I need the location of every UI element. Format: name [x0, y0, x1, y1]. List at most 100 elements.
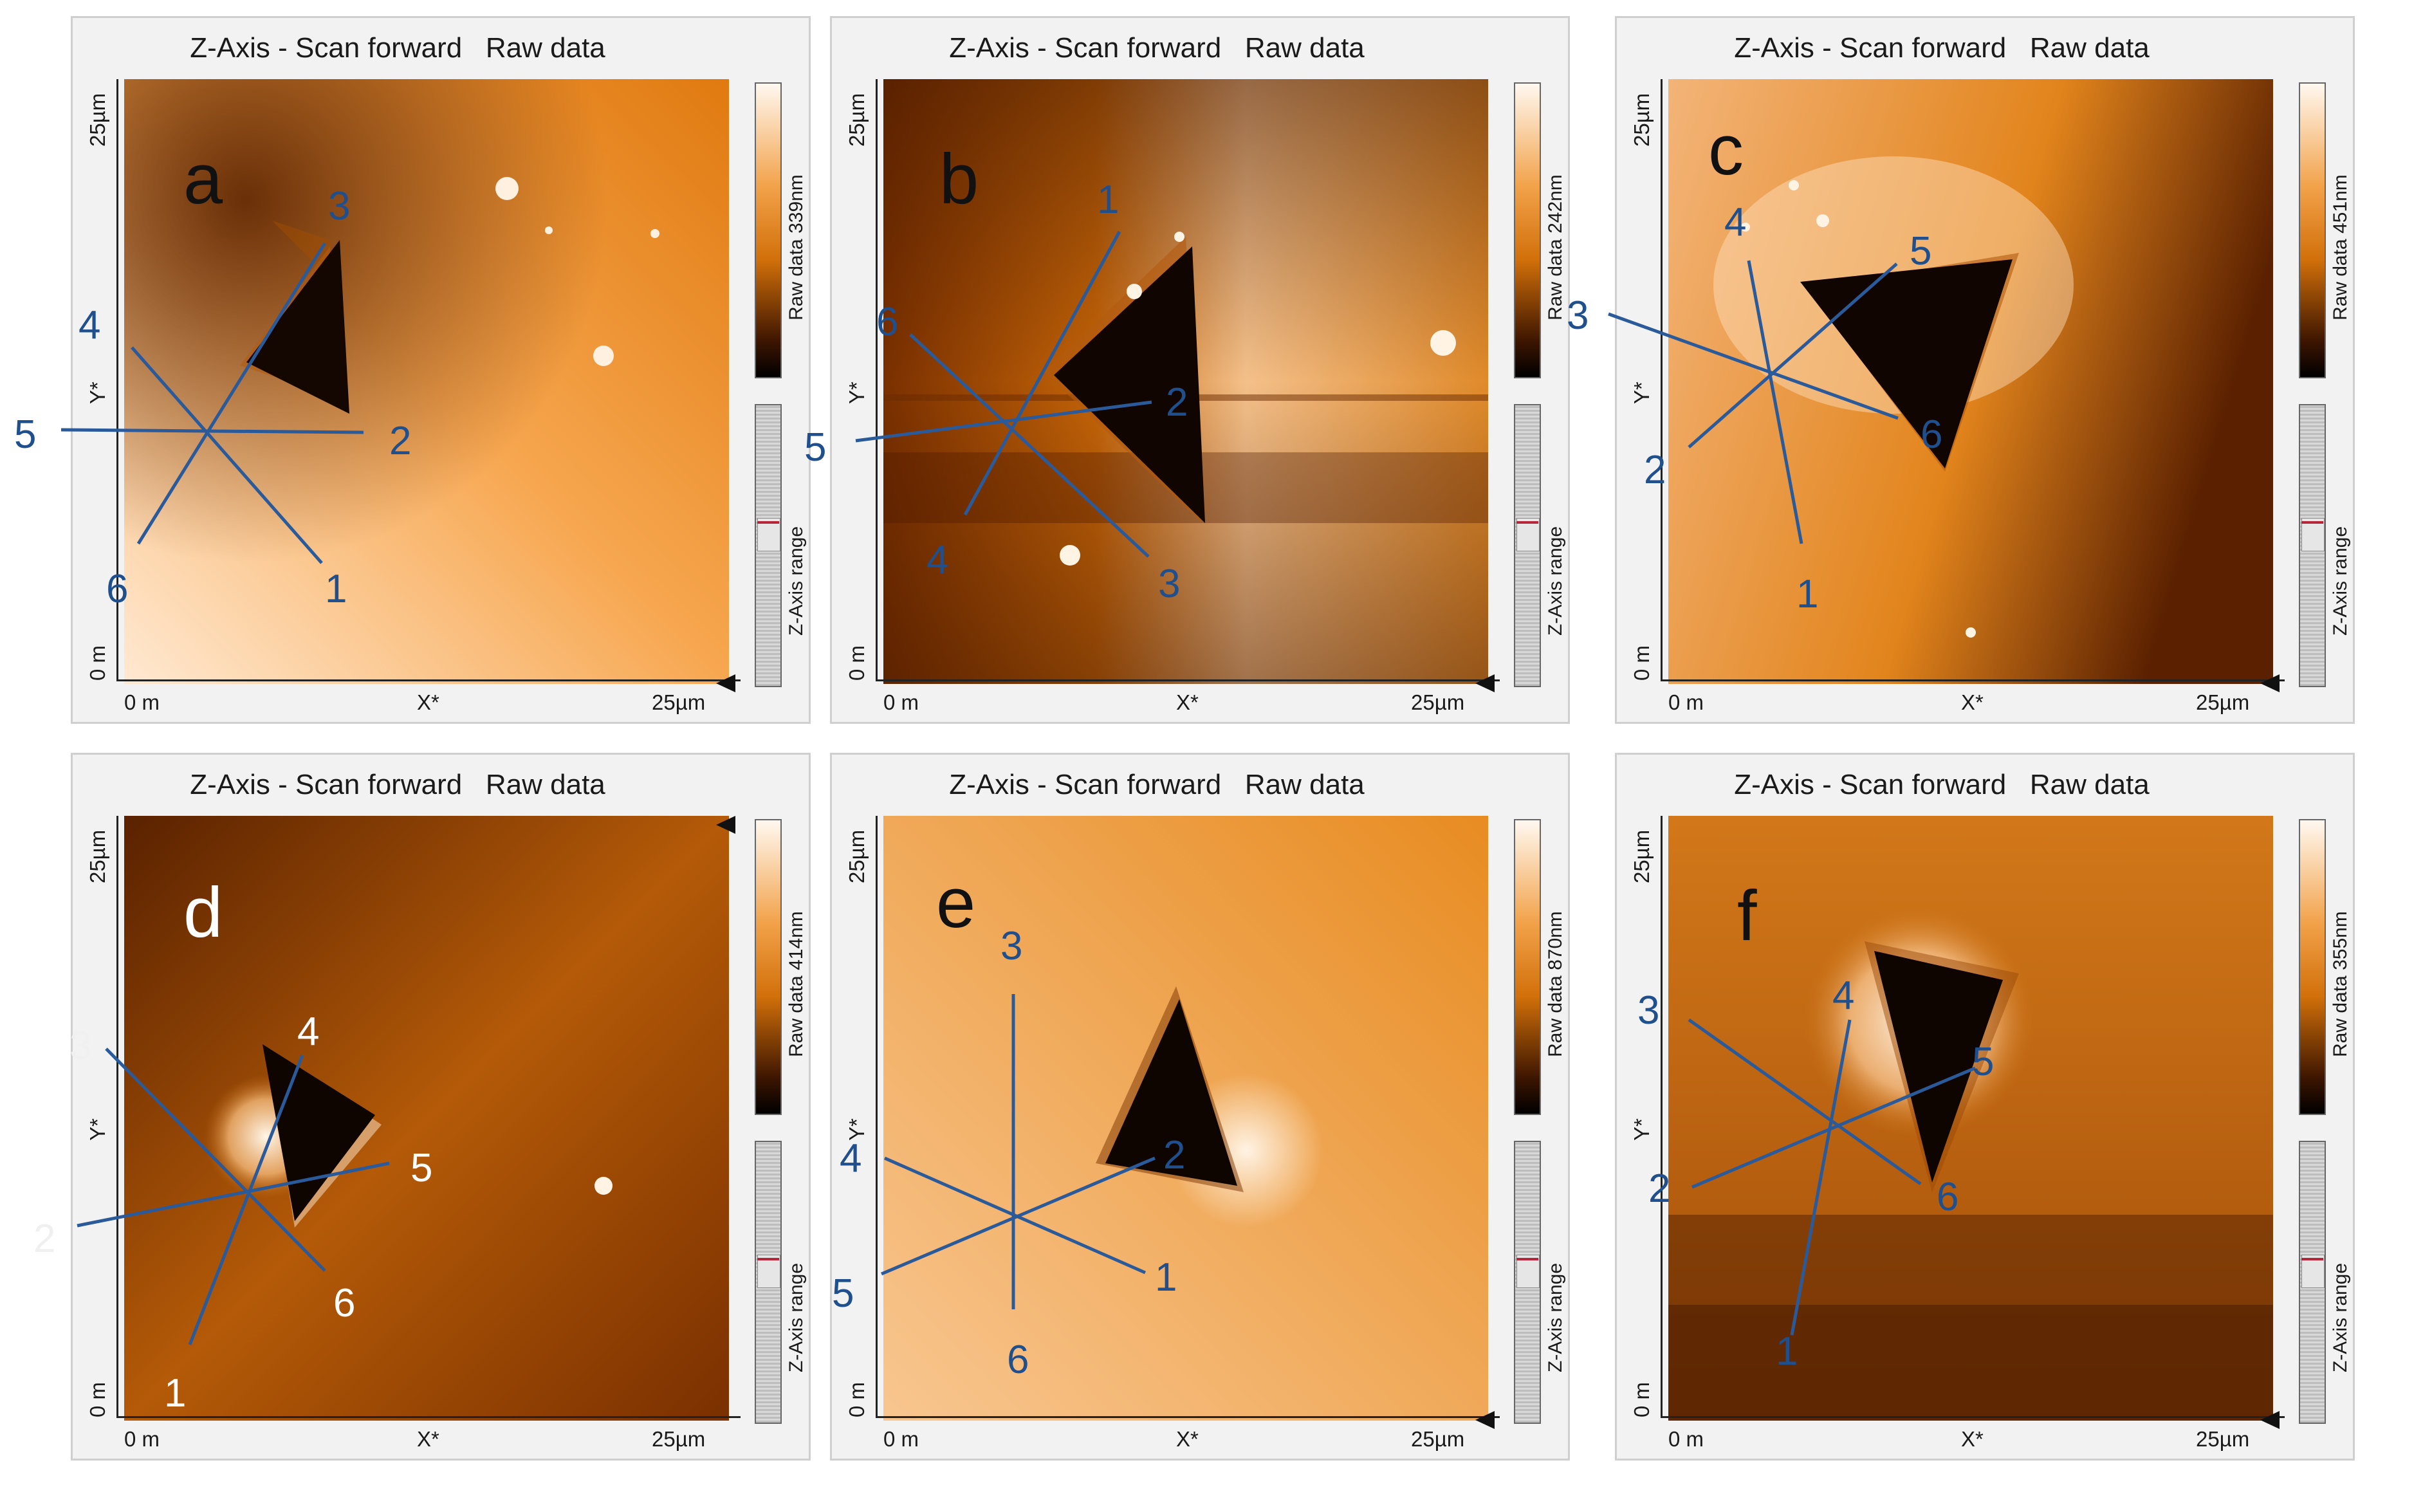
z-axis-range-label: Z-Axis range: [786, 1262, 807, 1372]
f-label-5: 5: [1972, 1040, 1995, 1084]
z-axis-range-label: Z-Axis range: [1545, 1262, 1566, 1372]
z-axis-range-slider[interactable]: [755, 1141, 782, 1424]
y-start-label: 0 m: [1630, 1381, 1654, 1417]
range-pointer-icon: [1475, 674, 1495, 692]
b-label-2: 2: [1166, 380, 1188, 425]
e-label-1: 1: [1155, 1255, 1177, 1300]
d-label-2: 2: [33, 1217, 56, 1261]
b-label-1: 1: [1097, 178, 1119, 222]
f-label-2: 2: [1648, 1166, 1671, 1211]
z-axis-range-label: Z-Axis range: [2330, 526, 2351, 636]
y-axis: [1661, 79, 1663, 681]
z-axis-range-slider[interactable]: [2299, 1141, 2326, 1424]
d-label-5: 5: [410, 1146, 433, 1190]
z-axis-range-label: Z-Axis range: [786, 526, 807, 636]
y-start-label: 0 m: [845, 645, 869, 681]
x-axis: [876, 1416, 1500, 1418]
z-range-value: Raw data 451nm: [2330, 174, 2351, 320]
f-label-4: 4: [1832, 973, 1855, 1018]
z-axis-range-label: Z-Axis range: [1545, 526, 1566, 636]
x-start-label: 0 m: [124, 1427, 160, 1451]
x-axis-label: X*: [1961, 690, 1984, 714]
x-end-label: 25µm: [1411, 1427, 1465, 1451]
f-label-6: 6: [1937, 1175, 1959, 1219]
range-pointer-icon: [2260, 1411, 2280, 1429]
z-color-scale: [1514, 819, 1541, 1115]
scan-graphic: [124, 79, 729, 684]
panel-letter-c: c: [1708, 111, 1744, 190]
z-axis-range-slider[interactable]: [1514, 404, 1541, 687]
x-axis-label: X*: [1176, 690, 1199, 714]
y-end-label: 25µm: [86, 829, 109, 883]
panel-title: Z-Axis - Scan forward Raw data: [1734, 32, 2150, 64]
x-axis: [1661, 679, 2285, 681]
x-start-label: 0 m: [1668, 690, 1704, 714]
b-label-4: 4: [926, 538, 949, 582]
x-end-label: 25µm: [2196, 690, 2250, 714]
x-axis: [116, 679, 741, 681]
scan-graphic: [1668, 79, 2273, 684]
afm-scan-image: [124, 79, 729, 684]
y-end-label: 25µm: [845, 93, 869, 147]
y-axis: [876, 816, 878, 1418]
z-color-scale: [755, 819, 782, 1115]
x-end-label: 25µm: [652, 690, 706, 714]
x-axis: [876, 679, 1500, 681]
y-end-label: 25µm: [1630, 93, 1654, 147]
a-label-2: 2: [389, 419, 412, 463]
panel-title: Z-Axis - Scan forward Raw data: [1734, 769, 2150, 800]
a-label-1: 1: [325, 567, 347, 611]
a-label-4: 4: [78, 303, 101, 347]
e-label-4: 4: [840, 1136, 862, 1181]
y-axis-label: Y*: [1630, 382, 1654, 404]
x-end-label: 25µm: [2196, 1427, 2250, 1451]
c-label-2: 2: [1644, 448, 1666, 492]
range-pointer-icon: [2260, 674, 2280, 692]
f-label-1: 1: [1776, 1329, 1798, 1374]
f-label-3: 3: [1637, 988, 1660, 1033]
z-range-value: Raw data 242nm: [1545, 174, 1566, 320]
panel-letter-e: e: [936, 863, 976, 943]
z-color-scale: [2299, 819, 2326, 1115]
a-label-5: 5: [14, 412, 37, 457]
panel-title: Z-Axis - Scan forward Raw data: [949, 32, 1365, 64]
panel-title: Z-Axis - Scan forward Raw data: [949, 769, 1365, 800]
afm-panel-d: Z-Axis - Scan forward Raw data 0 m X* 25…: [71, 753, 811, 1461]
d-label-1: 1: [164, 1371, 187, 1415]
d-label-6: 6: [333, 1281, 356, 1325]
x-start-label: 0 m: [1668, 1427, 1704, 1451]
z-axis-range-slider[interactable]: [2299, 404, 2326, 687]
y-axis: [116, 816, 118, 1418]
x-axis-label: X*: [417, 690, 439, 714]
y-start-label: 0 m: [845, 1381, 869, 1417]
z-color-scale: [755, 82, 782, 378]
range-pointer-icon: [1475, 1411, 1495, 1429]
z-color-scale: [1514, 82, 1541, 378]
range-pointer-icon: [716, 674, 735, 692]
y-axis-label: Y*: [86, 1118, 109, 1141]
a-label-3: 3: [328, 184, 351, 228]
y-end-label: 25µm: [845, 829, 869, 883]
panel-letter-f: f: [1737, 876, 1757, 955]
panel-title: Z-Axis - Scan forward Raw data: [190, 32, 605, 64]
x-start-label: 0 m: [124, 690, 160, 714]
scan-graphic: [1668, 816, 2273, 1421]
x-axis-label: X*: [1961, 1427, 1984, 1451]
y-axis: [876, 79, 878, 681]
b-label-3: 3: [1158, 562, 1181, 606]
b-label-5: 5: [804, 425, 827, 470]
y-axis: [116, 79, 118, 681]
y-end-label: 25µm: [86, 93, 109, 147]
afm-panel-a: Z-Axis - Scan forward Raw data 0 m X* 25…: [71, 16, 811, 724]
z-axis-range-slider[interactable]: [1514, 1141, 1541, 1424]
y-axis-label: Y*: [1630, 1118, 1654, 1141]
afm-panel-e: Z-Axis - Scan forward Raw data 0 m X* 25…: [830, 753, 1570, 1461]
z-range-value: Raw data 414nm: [786, 911, 807, 1057]
c-label-6: 6: [1921, 412, 1943, 457]
panel-title: Z-Axis - Scan forward Raw data: [190, 769, 605, 800]
afm-scan-image: [1668, 79, 2273, 684]
z-axis-range-slider[interactable]: [755, 404, 782, 687]
z-range-value: Raw data 355nm: [2330, 911, 2351, 1057]
x-axis-label: X*: [417, 1427, 439, 1451]
panel-letter-a: a: [183, 140, 223, 219]
